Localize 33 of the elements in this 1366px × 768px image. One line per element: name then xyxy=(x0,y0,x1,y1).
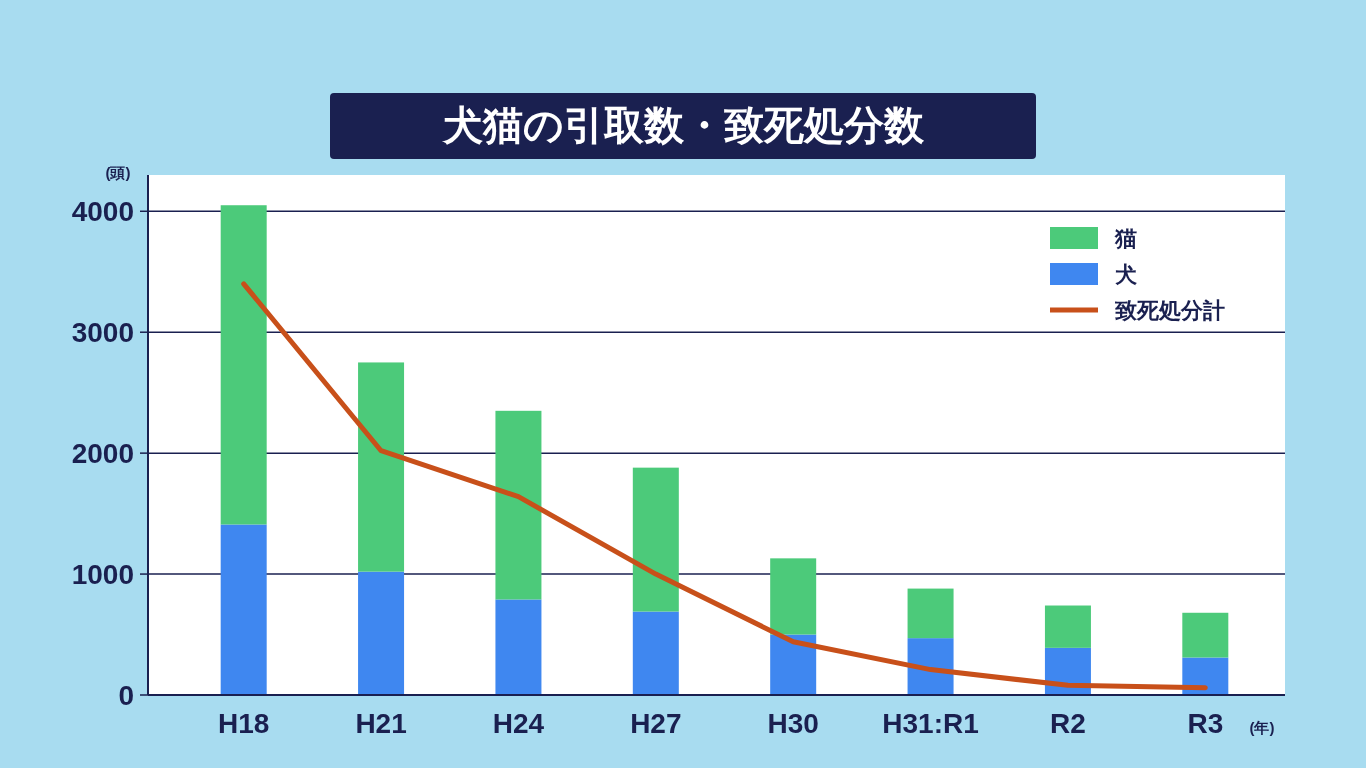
x-tick-label: R3 xyxy=(1187,708,1224,739)
y-axis-title: (頭) xyxy=(105,164,131,181)
x-axis-title: (年) xyxy=(1249,719,1275,736)
y-tick-label: 2000 xyxy=(71,438,134,470)
chart-title: 犬猫の引取数・致死処分数 xyxy=(440,103,925,147)
x-tick-label: H21 xyxy=(355,708,407,739)
bar xyxy=(220,524,267,695)
bar xyxy=(770,634,817,695)
x-tick-label: H27 xyxy=(630,708,682,739)
bar xyxy=(632,611,679,695)
x-tick-label: R2 xyxy=(1050,708,1086,739)
x-tick-label: H24 xyxy=(492,708,545,739)
bar xyxy=(358,571,405,695)
legend-label: 猫 xyxy=(1114,226,1137,251)
bar xyxy=(1182,612,1229,658)
bar xyxy=(907,588,954,639)
x-tick-label: H30 xyxy=(767,708,819,739)
y-tick-label: 0 xyxy=(118,680,134,711)
bar xyxy=(220,205,267,525)
bar xyxy=(632,467,679,612)
x-tick-label: H31:R1 xyxy=(882,708,979,739)
bar xyxy=(495,599,542,695)
x-tick-label: H18 xyxy=(218,708,270,739)
legend-label: 犬 xyxy=(1115,262,1138,287)
bar xyxy=(907,638,954,695)
y-tick-label: 4000 xyxy=(71,196,134,228)
bar xyxy=(770,558,817,635)
bar xyxy=(495,410,542,600)
y-tick-label: 1000 xyxy=(71,559,134,591)
legend-label: 致死処分計 xyxy=(1114,298,1225,323)
bar xyxy=(358,362,405,572)
bar xyxy=(1044,605,1091,648)
y-tick-label: 3000 xyxy=(71,317,134,349)
